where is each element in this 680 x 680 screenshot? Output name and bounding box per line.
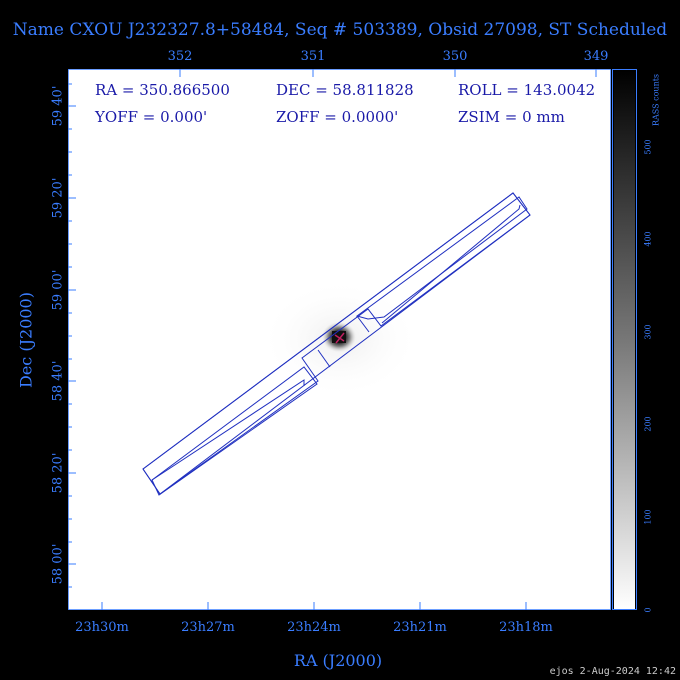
colorbar: [614, 69, 635, 610]
colorbar-tick-label: 0: [643, 607, 653, 613]
colorbar-frame: [612, 69, 637, 610]
top-tick-label: 352: [167, 49, 193, 64]
bottom-tick-label: 23h21m: [393, 620, 447, 635]
left-tick-label: 58 20': [50, 452, 66, 494]
sky-image-panel: RA = 350.866500 DEC = 58.811828 ROLL = 1…: [68, 69, 611, 610]
x-axis-label: RA (J2000): [293, 651, 383, 670]
zsim-readout: ZSIM = 0 mm: [458, 108, 565, 126]
top-tick-label: 350: [442, 49, 468, 64]
top-tick-label: 349: [583, 49, 609, 64]
chart-title: Name CXOU J232327.8+58484, Seq # 503389,…: [12, 20, 668, 40]
zoff-readout: ZOFF = 0.0000': [276, 108, 399, 126]
colorbar-tick-label: 500: [643, 139, 653, 155]
roll-readout: ROLL = 143.0042: [458, 81, 596, 99]
top-tick-label: 351: [300, 49, 326, 64]
footprint-overlay: [68, 69, 611, 610]
colorbar-tick-label: 100: [643, 509, 653, 525]
left-tick-label: 59 20': [50, 177, 66, 219]
left-tick-label: 58 00': [50, 543, 66, 585]
colorbar-tick-label: 300: [643, 324, 653, 340]
y-axis-label: Dec (J2000): [16, 292, 36, 388]
detector-footprint: [142, 192, 531, 496]
footer-stamp: ejos 2-Aug-2024 12:42: [549, 666, 676, 677]
left-tick-label: 58 40': [50, 360, 66, 402]
left-tick-label: 59 00': [50, 269, 66, 311]
bottom-tick-label: 23h27m: [181, 620, 235, 635]
colorbar-tick-label: 400: [643, 231, 653, 247]
ra-readout: RA = 350.866500: [95, 81, 230, 99]
yoff-readout: YOFF = 0.000': [95, 108, 208, 126]
bottom-tick-label: 23h24m: [287, 620, 341, 635]
colorbar-tick-label: 200: [643, 416, 653, 432]
bottom-tick-label: 23h30m: [75, 620, 129, 635]
left-tick-label: 59 40': [50, 85, 66, 127]
dec-readout: DEC = 58.811828: [276, 81, 414, 99]
bottom-tick-label: 23h18m: [499, 620, 553, 635]
colorbar-label: RASS counts: [651, 73, 661, 127]
